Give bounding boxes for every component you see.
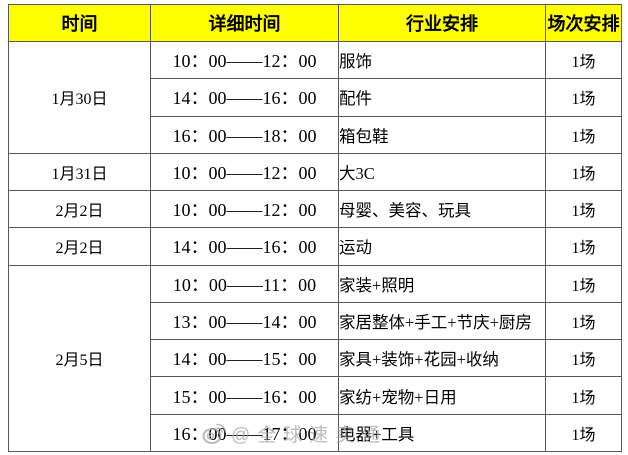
table-row: 14：00——15：00 家具+装饰+花园+收纳 1场 <box>9 339 622 378</box>
table-row: 2月5日 10：00——11：00 家装+照明 1场 <box>8 264 622 453</box>
header-row: 时间 详细时间 行业安排 场次安排 <box>8 4 622 42</box>
industry-cell: 母婴、美容、玩具 <box>338 190 546 229</box>
date-cell: 2月5日 <box>8 264 151 453</box>
sessions-cell: 1场 <box>545 78 622 117</box>
time-cell: 14：00——16：00 <box>150 227 339 266</box>
time-cell: 13：00——14：00 <box>150 301 339 341</box>
sessions-cell: 1场 <box>545 339 622 378</box>
header-sessions: 场次安排 <box>545 4 622 42</box>
table-row: 2月2日 14：00——16：00 运动 1场 <box>8 227 622 266</box>
table-row: 2月2日 10：00——12：00 母婴、美容、玩具 1场 <box>8 190 622 229</box>
date-cell: 2月2日 <box>8 190 151 229</box>
industry-cell: 箱包鞋 <box>338 115 546 154</box>
schedule-table: 时间 详细时间 行业安排 场次安排 1月30日 10：00——12：00 服饰 … <box>8 4 622 453</box>
header-industry: 行业安排 <box>338 4 546 42</box>
time-cell: 10：00——12：00 <box>150 40 339 80</box>
sessions-cell: 1场 <box>545 301 622 341</box>
table-row: 15：00——16：00 家纺+宠物+日用 1场 <box>9 376 622 415</box>
sessions-cell: 1场 <box>545 115 622 154</box>
table-row: 1月30日 10：00——12：00 服饰 1场 <box>8 40 622 154</box>
time-cell: 14：00——16：00 <box>150 78 339 117</box>
date-cell: 1月30日 <box>8 41 151 154</box>
time-cell: 15：00——16：00 <box>150 376 339 415</box>
sessions-cell: 1场 <box>545 264 622 303</box>
sessions-cell: 1场 <box>545 413 622 453</box>
time-cell: 10：00——12：00 <box>150 152 339 192</box>
time-cell: 14：00——15：00 <box>150 339 339 378</box>
industry-cell: 运动 <box>338 227 546 266</box>
industry-cell: 家纺+宠物+日用 <box>338 376 546 415</box>
time-cell: 10：00——12：00 <box>150 190 339 229</box>
header-time: 时间 <box>8 4 151 42</box>
industry-cell: 电器+工具 <box>338 413 546 453</box>
sessions-cell: 1场 <box>545 152 622 192</box>
header-detail-time: 详细时间 <box>150 4 339 42</box>
time-cell: 10：00——11：00 <box>150 264 339 303</box>
date-cell: 1月31日 <box>8 152 151 192</box>
date-cell: 2月2日 <box>8 227 151 266</box>
time-cell: 16：00——18：00 <box>150 115 339 154</box>
industry-cell: 大3C <box>338 152 546 192</box>
industry-cell: 服饰 <box>338 40 546 80</box>
sessions-cell: 1场 <box>545 227 622 266</box>
table-row: 13：00——14：00 家居整体+手工+节庆+厨房 1场 <box>9 301 622 341</box>
industry-cell: 配件 <box>338 78 546 117</box>
industry-cell: 家具+装饰+花园+收纳 <box>338 339 546 378</box>
table-row: 1月31日 10：00——12：00 大3C 1场 <box>8 152 622 192</box>
industry-cell: 家居整体+手工+节庆+厨房 <box>338 301 546 341</box>
sessions-cell: 1场 <box>545 190 622 229</box>
sessions-cell: 1场 <box>545 376 622 415</box>
industry-cell: 家装+照明 <box>338 264 546 303</box>
time-cell: 16：00——17：00 <box>150 413 339 453</box>
table-row: 14：00——16：00 配件 1场 <box>9 78 622 117</box>
table-row: 16：00——18：00 箱包鞋 1场 <box>9 115 622 154</box>
sessions-cell: 1场 <box>545 40 622 80</box>
